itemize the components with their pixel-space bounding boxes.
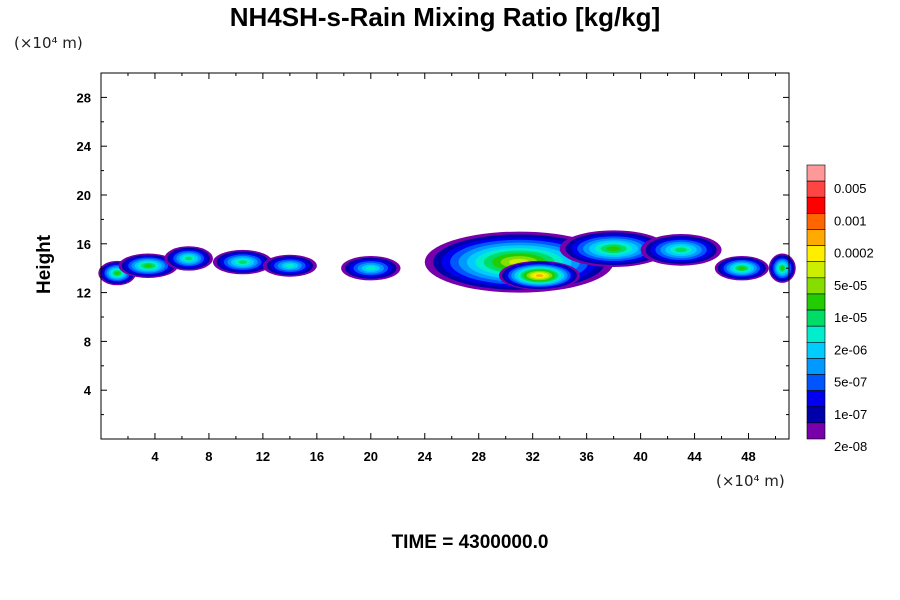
colorbar-cell bbox=[806, 164, 826, 182]
y-tick-label: 16 bbox=[77, 237, 91, 252]
colorbar-cell bbox=[806, 277, 826, 295]
y-unit-label: (×10⁴ m) bbox=[14, 34, 83, 52]
y-tick-label: 8 bbox=[84, 334, 91, 349]
contour-region bbox=[238, 260, 247, 264]
colorbar-cell bbox=[806, 341, 826, 359]
time-footer: TIME = 4300000.0 bbox=[391, 532, 549, 553]
x-tick-label: 16 bbox=[310, 449, 324, 464]
contour-region bbox=[114, 271, 120, 275]
contour-region bbox=[738, 266, 746, 270]
y-tick-label: 28 bbox=[77, 90, 91, 105]
y-tick-label: 12 bbox=[77, 286, 91, 301]
colorbar-cell bbox=[806, 325, 826, 343]
colorbar-label: 0.0002 bbox=[834, 246, 874, 261]
colorbar-cell bbox=[806, 374, 826, 391]
y-tick-label: 24 bbox=[77, 139, 92, 154]
colorbar-cell bbox=[806, 358, 826, 375]
y-tick-label: 4 bbox=[84, 383, 92, 398]
x-tick-label: 24 bbox=[418, 449, 433, 464]
colorbar-cell bbox=[806, 261, 826, 279]
x-tick-label: 32 bbox=[525, 449, 539, 464]
plot-frame bbox=[100, 72, 790, 440]
x-tick-label: 20 bbox=[364, 449, 378, 464]
colorbar-cell bbox=[806, 390, 826, 408]
x-tick-label: 28 bbox=[471, 449, 485, 464]
colorbar-cell bbox=[806, 422, 826, 440]
x-tick-label: 40 bbox=[633, 449, 647, 464]
colorbar-label: 2e-06 bbox=[834, 342, 867, 357]
contour-region bbox=[606, 246, 621, 252]
colorbar-cell bbox=[806, 293, 826, 311]
colorbar-label: 0.001 bbox=[834, 213, 867, 228]
contour-region bbox=[535, 274, 544, 277]
x-tick-label: 12 bbox=[256, 449, 270, 464]
colorbar-cell bbox=[806, 406, 826, 424]
x-unit-label: (×10⁴ m) bbox=[716, 472, 785, 490]
colorbar-label: 0.005 bbox=[834, 181, 867, 196]
colorbar-label: 2e-08 bbox=[834, 439, 867, 454]
colorbar-cell bbox=[806, 245, 826, 263]
chart-title: NH4SH-s-Rain Mixing Ratio [kg/kg] bbox=[229, 2, 661, 32]
colorbar-label: 5e-05 bbox=[834, 278, 867, 293]
x-tick-label: 8 bbox=[205, 449, 212, 464]
colorbar-label: 1e-05 bbox=[834, 310, 867, 325]
colorbar-cell bbox=[806, 309, 826, 327]
contour-region bbox=[144, 264, 153, 268]
contour-region bbox=[185, 256, 193, 261]
contour-region bbox=[285, 263, 295, 268]
colorbar-label: 5e-07 bbox=[834, 375, 867, 390]
colorbar: 0.005 0.001 0.0002 5e-05 1e-05 2e-06 5e-07 1e-0… bbox=[806, 164, 874, 454]
x-tick-label: 4 bbox=[151, 449, 159, 464]
x-tick-label: 44 bbox=[687, 449, 702, 464]
contour-region bbox=[675, 247, 688, 253]
contour-region bbox=[365, 266, 376, 271]
colorbar-label: 1e-07 bbox=[834, 407, 867, 422]
x-tick-label: 48 bbox=[741, 449, 755, 464]
colorbar-cell bbox=[806, 196, 826, 214]
plot-content bbox=[98, 230, 796, 293]
colorbar-cell bbox=[806, 180, 826, 198]
x-tick-label: 36 bbox=[579, 449, 593, 464]
y-tick-label: 20 bbox=[77, 188, 91, 203]
contour-region bbox=[780, 266, 785, 271]
colorbar-cell bbox=[806, 213, 826, 230]
colorbar-cell bbox=[806, 229, 826, 246]
